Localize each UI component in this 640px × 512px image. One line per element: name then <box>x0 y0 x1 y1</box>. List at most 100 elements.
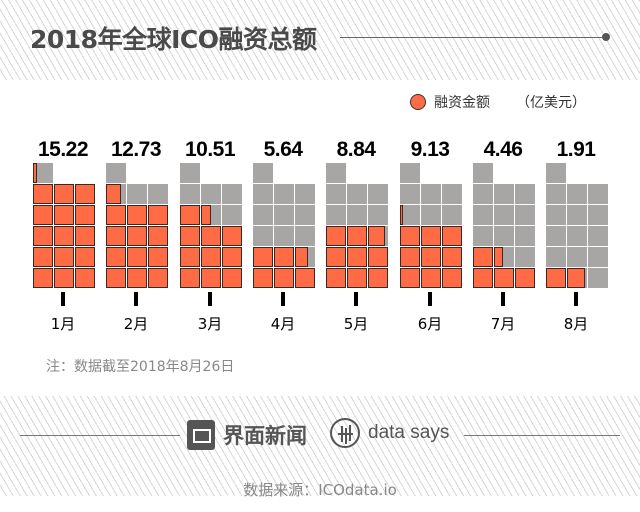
value-label: 12.73 <box>110 138 162 161</box>
waffle-cell <box>421 184 441 204</box>
waffle-cell <box>588 268 608 288</box>
waffle-cell <box>180 184 200 204</box>
waffle-cell <box>274 268 294 288</box>
waffle-cell <box>106 205 126 225</box>
waffle-cell <box>347 205 367 225</box>
value-label: 5.64 <box>263 138 303 161</box>
waffle-cell <box>106 184 126 204</box>
waffle-cell <box>253 226 273 246</box>
waffle-cell <box>347 226 367 246</box>
waffle-cell-fill <box>127 205 147 225</box>
waffle-cell-fill <box>326 247 346 267</box>
waffle-cell <box>515 184 535 204</box>
datasays-logo-icon <box>330 418 360 448</box>
value-label: 4.46 <box>483 138 523 161</box>
waffle-cell <box>148 226 168 246</box>
note: 注：数据截至2018年8月26日 <box>46 359 235 375</box>
waffle-cell <box>473 184 493 204</box>
waffle-cell-fill <box>473 268 493 288</box>
waffle-cell-fill <box>222 226 242 246</box>
waffle-cell-fill <box>347 268 367 288</box>
waffle-cell <box>75 226 95 246</box>
waffle-cell-fill <box>473 247 493 267</box>
waffle-cell <box>421 205 441 225</box>
waffle-cell-fill <box>546 268 566 288</box>
header-hatch-band <box>0 0 640 80</box>
waffle-cell <box>33 268 53 288</box>
waffle-cell-fill <box>295 268 315 288</box>
waffle-cell <box>326 163 346 183</box>
waffle-cell <box>473 163 493 183</box>
waffle-cell <box>295 268 315 288</box>
waffle-cell <box>33 184 53 204</box>
jiemian-logo-text: 界面新闻 <box>223 424 307 448</box>
waffle-cell <box>567 184 587 204</box>
waffle-cell-fill <box>54 184 74 204</box>
waffle-cell <box>253 205 273 225</box>
waffle-cell <box>400 247 420 267</box>
waffle-cell-fill <box>253 268 273 288</box>
waffle-cell <box>515 226 535 246</box>
axis-tick <box>281 292 285 306</box>
legend-unit: （亿美元） <box>516 95 586 111</box>
waffle-cell <box>201 205 221 225</box>
waffle-cell <box>222 205 242 225</box>
waffle-cell <box>106 268 126 288</box>
waffle-cell <box>127 226 147 246</box>
waffle-cell <box>546 205 566 225</box>
waffle-cell <box>400 163 420 183</box>
waffle-cell <box>222 226 242 246</box>
waffle-cell <box>274 247 294 267</box>
waffle-cell-fill <box>106 247 126 267</box>
waffle-cell <box>180 163 200 183</box>
waffle-cell <box>295 184 315 204</box>
axis-tick <box>428 292 432 306</box>
waffle-cell-fill <box>33 268 53 288</box>
month-label: 6月 <box>417 315 443 333</box>
waffle-cell-fill <box>75 184 95 204</box>
waffle-cell <box>421 268 441 288</box>
waffle-cell <box>494 247 514 267</box>
waffle-cell <box>253 184 273 204</box>
waffle-cell <box>473 205 493 225</box>
value-label: 1.91 <box>556 138 596 161</box>
waffle-cell <box>400 268 420 288</box>
month-label: 8月 <box>563 315 589 333</box>
waffle-cell <box>546 268 566 288</box>
waffle-cell-fill <box>347 247 367 267</box>
waffle-cell <box>326 226 346 246</box>
axis-tick <box>61 292 65 306</box>
waffle-cell <box>421 247 441 267</box>
waffle-cell-fill <box>201 226 221 246</box>
waffle-cell <box>473 268 493 288</box>
waffle-cell-fill <box>33 184 53 204</box>
page-title: 2018年全球ICO融资总额 <box>30 25 317 54</box>
waffle-cell-fill <box>400 226 420 246</box>
waffle-cell <box>54 268 74 288</box>
waffle-cell <box>222 184 242 204</box>
waffle-cell <box>127 184 147 204</box>
waffle-cell <box>546 247 566 267</box>
waffle-cell-fill <box>54 247 74 267</box>
waffle-cell-fill <box>274 247 294 267</box>
waffle-cell-fill <box>400 268 420 288</box>
waffle-cell <box>54 247 74 267</box>
waffle-cell <box>201 184 221 204</box>
axis-tick <box>208 292 212 306</box>
waffle-cell <box>368 226 388 246</box>
waffle-cell <box>222 268 242 288</box>
waffle-cell-fill <box>274 268 294 288</box>
waffle-cell-fill <box>54 268 74 288</box>
waffle-cell <box>400 205 420 225</box>
waffle-cell <box>567 205 587 225</box>
waffle-cell-fill <box>222 268 242 288</box>
waffle-cell <box>106 247 126 267</box>
waffle-cell-fill <box>33 247 53 267</box>
waffle-cell <box>33 163 53 183</box>
waffle-cell-fill <box>295 247 308 267</box>
waffle-cell-fill <box>75 205 95 225</box>
waffle-cell <box>588 226 608 246</box>
jiemian-logo-icon <box>187 420 215 450</box>
waffle-cell <box>148 268 168 288</box>
waffle-cell-fill <box>400 247 420 267</box>
